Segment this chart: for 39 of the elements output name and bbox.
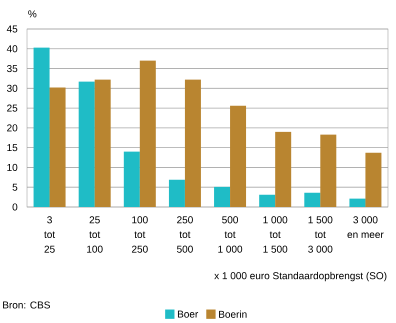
- y-tick-label: 0: [12, 203, 18, 211]
- bar: [168, 180, 185, 207]
- bar: [320, 134, 336, 207]
- x-tick-label: 3 tot 25: [44, 216, 56, 253]
- legend-label: Boer: [178, 310, 198, 318]
- x-tick-label: 1 000 tot 1 500: [263, 216, 288, 253]
- y-tick-label: 45: [6, 26, 18, 32]
- x-tick-label: 500 tot 1 000: [218, 216, 242, 253]
- bar: [34, 48, 50, 207]
- bar: [140, 60, 156, 207]
- bar: [304, 192, 320, 207]
- y-tick-label: 30: [6, 84, 18, 92]
- bar: [259, 194, 276, 207]
- bar: [78, 82, 95, 207]
- bar: [230, 106, 246, 207]
- y-axis-title: %: [28, 10, 36, 18]
- bar: [365, 152, 382, 207]
- x-axis-title: x 1 000 euro Standaardopbrengst (SO): [214, 272, 386, 282]
- x-tick-label: 1 500 tot 3 000: [308, 216, 332, 253]
- y-tick-label: 35: [6, 65, 18, 72]
- bar: [124, 152, 140, 207]
- x-tick-label: 100 tot 250: [132, 216, 148, 253]
- bar: [349, 198, 366, 207]
- bar: [275, 132, 292, 207]
- x-tick-label: 25 tot 100: [87, 216, 103, 253]
- bar: [50, 88, 66, 207]
- y-tick-label: 5: [12, 184, 18, 191]
- x-tick-label: 250 tot 500: [176, 216, 193, 253]
- bar: [214, 186, 230, 207]
- bar: [184, 80, 201, 207]
- y-tick-label: 40: [6, 45, 18, 52]
- legend-label: Boerin: [219, 310, 247, 318]
- y-tick-label: 10: [7, 164, 18, 171]
- x-tick-label: 3 000 en meer: [348, 216, 384, 238]
- y-tick-label: 20: [7, 124, 18, 132]
- text: Bron: CBS: [3, 301, 50, 309]
- y-tick-label: 15: [7, 144, 18, 152]
- bar: [94, 80, 111, 207]
- y-tick-label: 25: [7, 104, 18, 112]
